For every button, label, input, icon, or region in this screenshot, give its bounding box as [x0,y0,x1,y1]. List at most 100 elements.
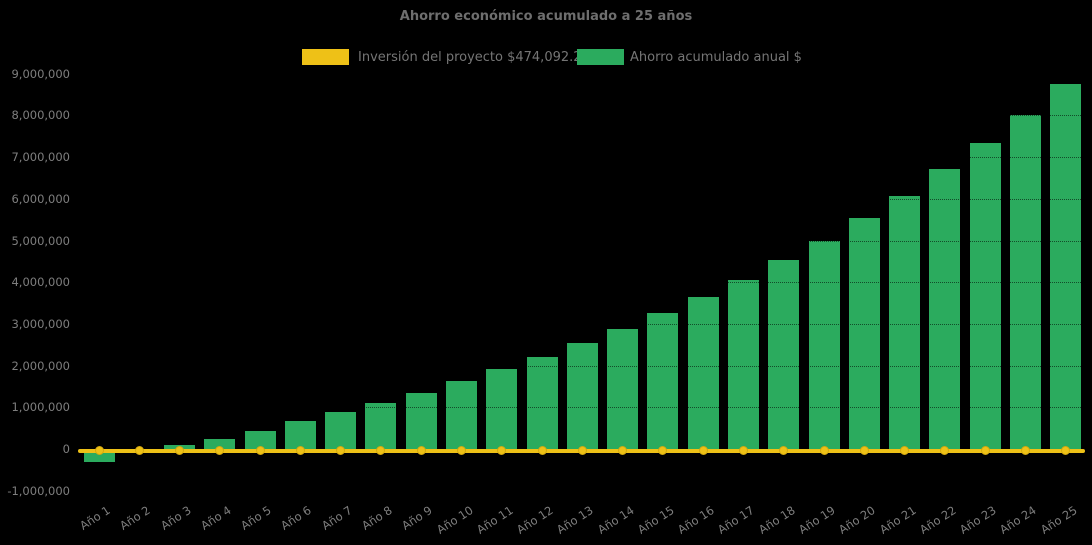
investment-line-marker [738,446,748,455]
legend-label-ahorro: Ahorro acumulado anual $ [630,50,802,65]
x-tick-label-ano-18: Año 18 [755,503,798,537]
investment-line-marker [537,446,547,455]
bar-ano-16 [687,296,719,449]
gridline [76,365,1085,367]
bar-ano-20 [848,217,880,449]
x-tick-label-ano-8: Año 8 [359,503,395,533]
bar-ano-7 [325,411,357,449]
x-tick-label-ano-10: Año 10 [433,503,476,537]
bar-ano-17 [727,279,759,449]
y-tick-label: 3,000,000 [11,316,70,331]
investment-line-marker [859,446,869,455]
y-tick-label: 2,000,000 [11,358,70,373]
gridline [76,282,1085,284]
x-tick-label-ano-6: Año 6 [278,503,315,533]
bar-ano-23 [969,142,1001,449]
x-tick-label-ano-7: Año 7 [318,503,355,533]
x-tick-label-ano-23: Año 23 [957,503,999,537]
x-tick-label-ano-22: Año 22 [916,503,959,537]
gridline [76,73,1085,75]
x-tick-label-ano-25: Año 25 [1037,503,1080,537]
x-tick-label-ano-20: Año 20 [836,503,878,537]
legend-swatch-inversion [302,49,349,65]
chart-title: Ahorro económico acumulado a 25 años [399,9,693,24]
investment-line-marker [779,446,789,455]
y-tick-label: 0 [62,442,70,456]
investment-line-marker [900,446,910,455]
investment-line-marker [618,446,628,455]
bar-ano-25 [1050,84,1082,449]
x-tick-label-ano-17: Año 17 [715,503,758,537]
gridline [76,157,1085,159]
bar-ano-21 [889,195,921,449]
investment-line-marker [416,446,426,455]
x-tick-label-ano-12: Año 12 [514,503,556,537]
gridline [76,115,1085,117]
x-tick-label-ano-3: Año 3 [157,503,194,533]
y-tick-label: 8,000,000 [11,108,70,123]
bar-ano-9 [405,392,437,449]
gridline [76,407,1085,409]
x-tick-label-ano-1: Año 1 [77,503,113,533]
y-tick-label: 1,000,000 [11,400,70,415]
x-tick-label-ano-9: Año 9 [399,503,435,533]
gridline [76,323,1085,325]
investment-line-marker [134,446,144,455]
x-tick-label-ano-19: Año 19 [796,503,838,537]
y-tick-label: 5,000,000 [11,233,70,248]
bar-ano-10 [446,381,478,449]
investment-line-marker [175,446,185,455]
bar-ano-5 [244,430,276,449]
investment-line-marker [215,446,225,455]
y-tick-label: 7,000,000 [11,150,70,165]
bar-ano-22 [929,168,961,449]
x-tick-label-ano-4: Año 4 [198,503,234,533]
investment-line-marker [1020,446,1030,455]
investment-line-marker [295,446,305,455]
investment-line-marker [376,446,386,455]
bar-ano-6 [284,421,316,449]
bar-ano-19 [808,240,840,449]
bar-ano-8 [365,403,397,449]
bar-ano-15 [647,313,679,449]
y-tick-label: 4,000,000 [11,275,70,290]
legend-label-inversion: Inversión del proyecto $474,092.22 [358,50,590,65]
bar-ano-4 [204,439,236,449]
investment-line-marker [457,446,467,455]
investment-line-marker [1061,446,1071,455]
gridline [76,198,1085,200]
y-tick-label: -1,000,000 [7,483,70,498]
bar-ano-24 [1009,114,1041,449]
investment-line-marker [577,446,587,455]
investment-line-marker [658,446,668,455]
x-tick-label-ano-13: Año 13 [554,503,596,537]
x-tick-label-ano-16: Año 16 [675,503,717,537]
investment-line-marker [497,446,507,455]
legend-swatch-ahorro [577,49,624,65]
investment-line-marker [336,446,346,455]
gridline [76,240,1085,242]
bar-ano-11 [486,368,518,449]
bar-ano-18 [768,260,800,449]
investment-line-marker [980,446,990,455]
gridline [76,490,1085,492]
x-tick-label-ano-15: Año 15 [634,503,677,537]
y-tick-label: 6,000,000 [11,191,70,206]
investment-line-marker [94,446,104,455]
investment-line-marker [698,446,708,455]
x-tick-label-ano-24: Año 24 [997,503,1040,537]
x-tick-label-ano-21: Año 21 [876,503,919,537]
bar-ano-12 [526,356,558,449]
investment-line-marker [255,446,265,455]
bar-ano-13 [566,343,598,449]
investment-line-marker [819,446,829,455]
investment-line-marker [940,446,950,455]
x-tick-label-ano-2: Año 2 [117,503,153,533]
bar-ano-14 [607,328,639,449]
x-tick-label-ano-11: Año 11 [473,503,516,537]
x-tick-label-ano-14: Año 14 [594,503,637,537]
y-tick-label: 9,000,000 [11,66,70,81]
x-tick-label-ano-5: Año 5 [238,503,274,533]
